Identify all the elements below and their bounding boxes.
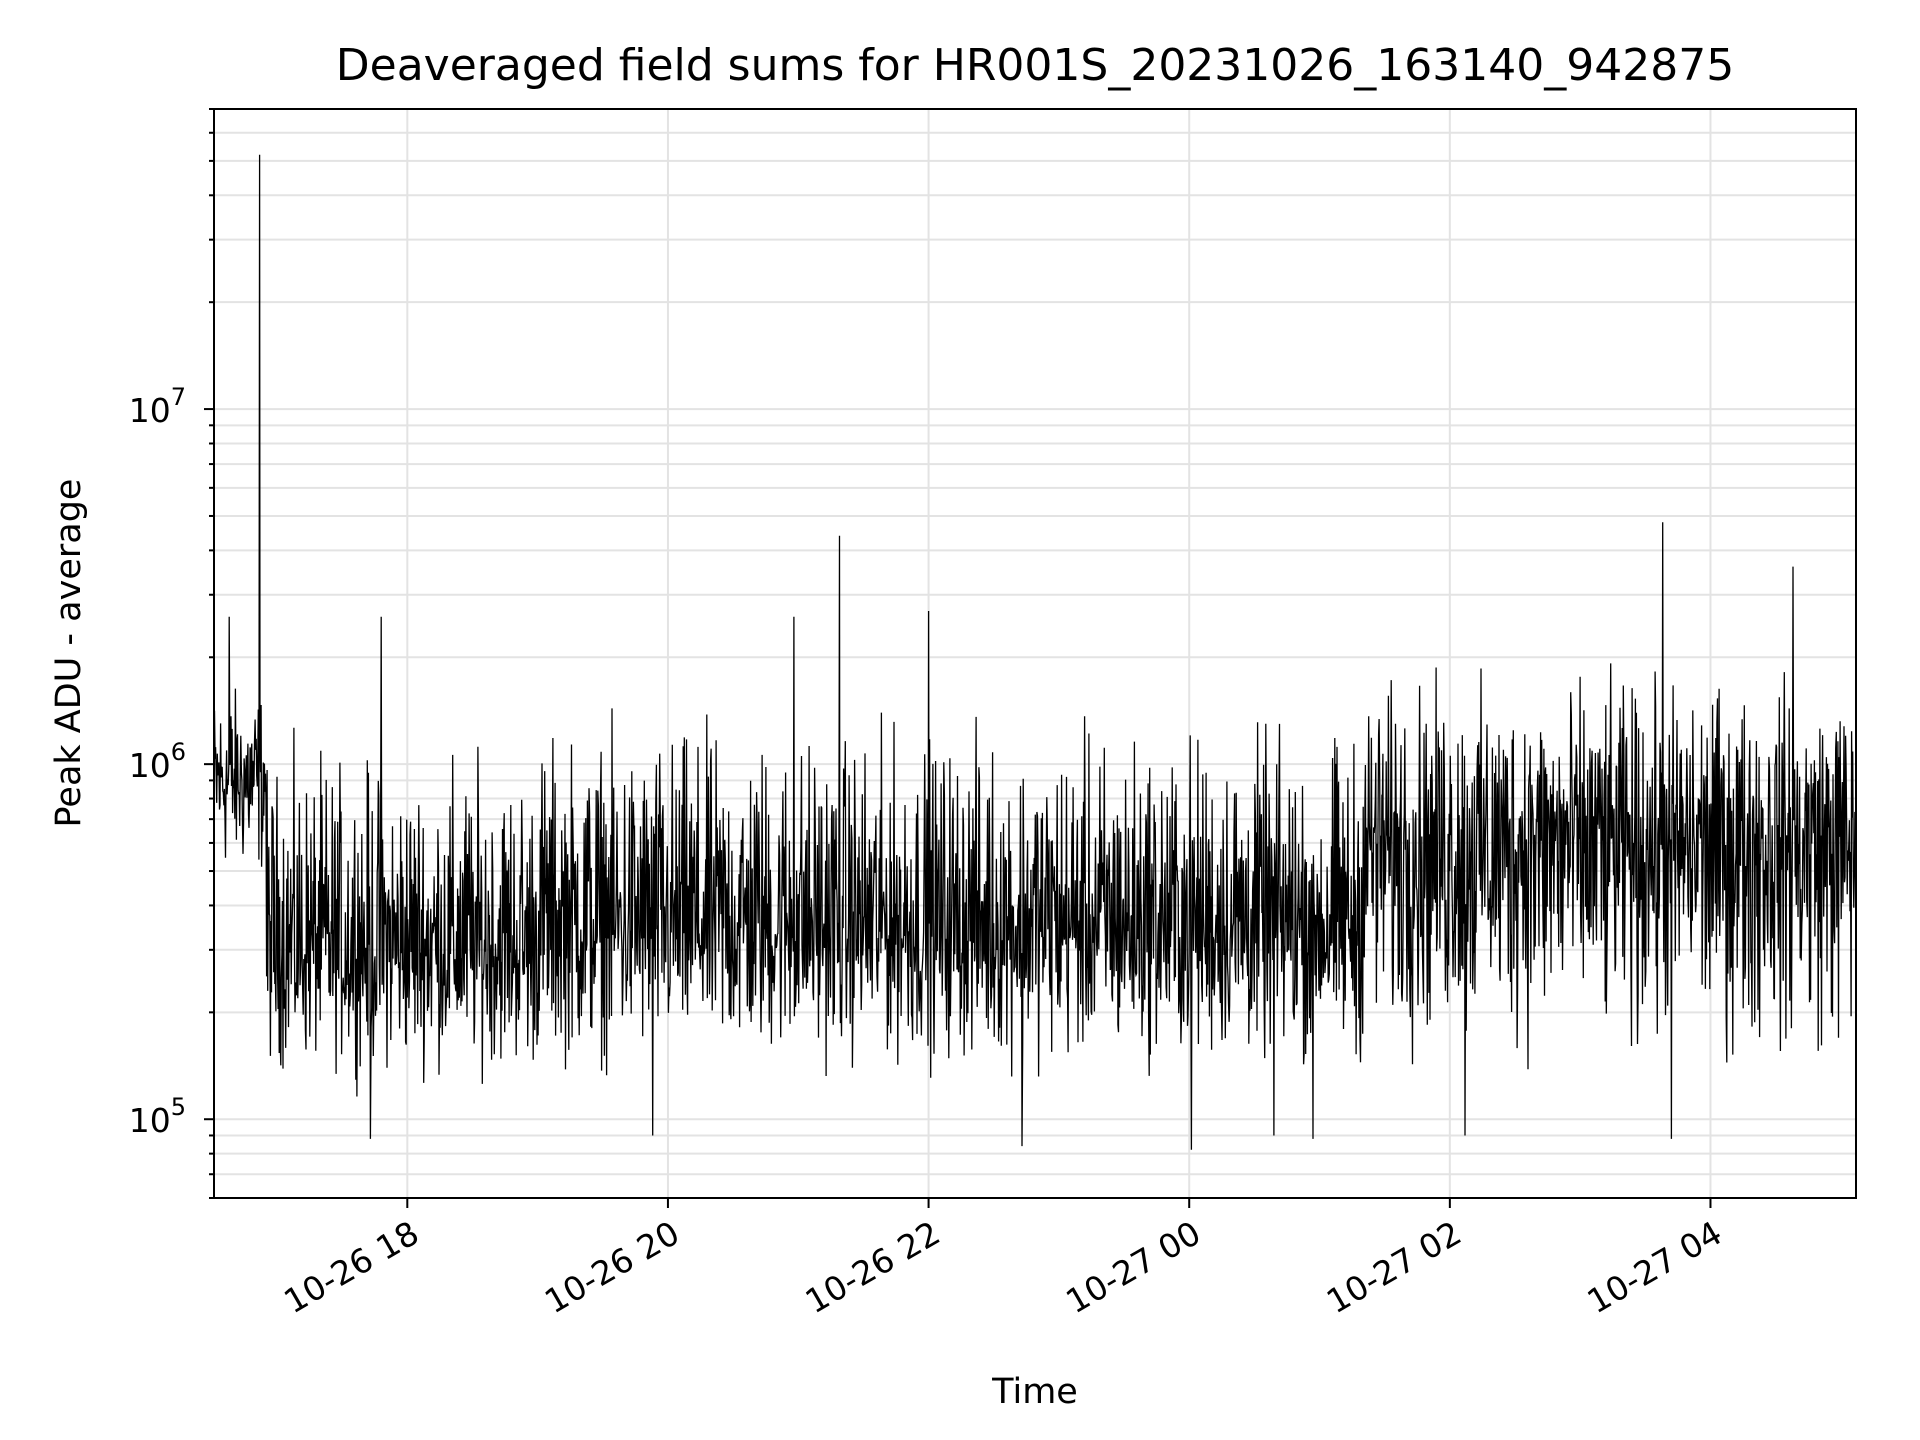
plot-frame (213, 108, 1857, 1199)
y-tick-label: 106 (129, 738, 186, 785)
chart-title: Deaveraged field sums for HR001S_2023102… (336, 40, 1734, 91)
series-line (213, 154, 1857, 1150)
y-tick-label: 107 (129, 383, 186, 430)
x-axis-label: Time (991, 1372, 1078, 1412)
y-tick-label: 105 (129, 1093, 186, 1140)
y-axis-label: Peak ADU - average (49, 479, 89, 828)
series-line-group (213, 154, 1857, 1150)
